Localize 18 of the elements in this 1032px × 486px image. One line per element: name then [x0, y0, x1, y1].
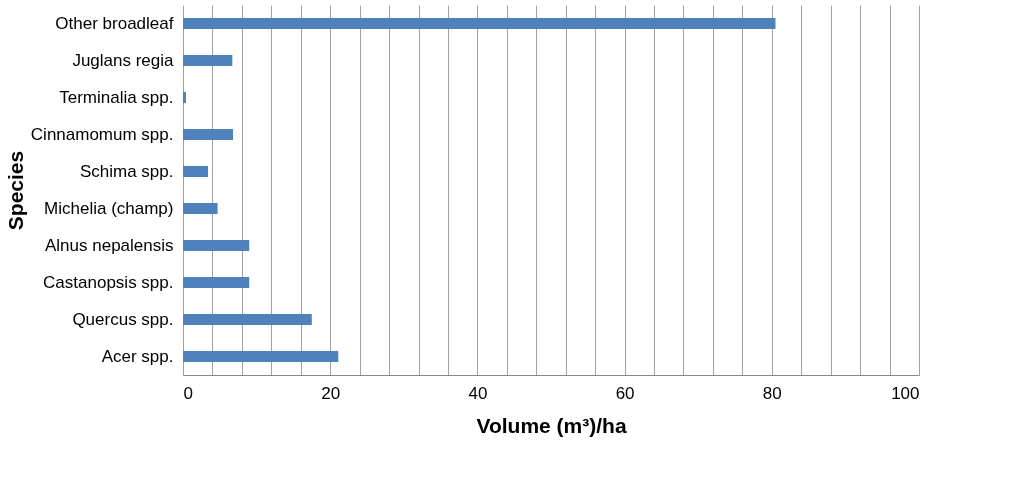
x-tick-label: 100 — [891, 383, 920, 403]
x-tick-label: 80 — [762, 383, 782, 403]
x-tick-label: 0 — [183, 383, 193, 403]
y-tick-label: Alnus nepalensis — [44, 235, 174, 255]
y-tick-label: Acer spp. — [101, 346, 174, 366]
y-tick-label: Juglans regia — [72, 50, 175, 70]
x-axis-title: Volume (m³)/ha — [476, 413, 627, 437]
y-tick-label: Quercus spp. — [72, 309, 174, 329]
x-tick-label: 20 — [321, 383, 341, 403]
y-tick-label: Terminalia spp. — [59, 87, 174, 107]
y-tick-label: Castanopsis spp. — [43, 272, 174, 292]
x-tick-label: 60 — [615, 383, 635, 403]
y-tick-label: Cinnamomum spp. — [30, 124, 174, 144]
y-tick-label: Michelia (champ) — [44, 198, 174, 218]
y-axis-title: Species — [3, 150, 27, 231]
y-tick-label: Schima spp. — [79, 161, 174, 181]
x-tick-label: 40 — [468, 383, 488, 403]
y-tick-label: Other broadleaf — [55, 13, 174, 33]
